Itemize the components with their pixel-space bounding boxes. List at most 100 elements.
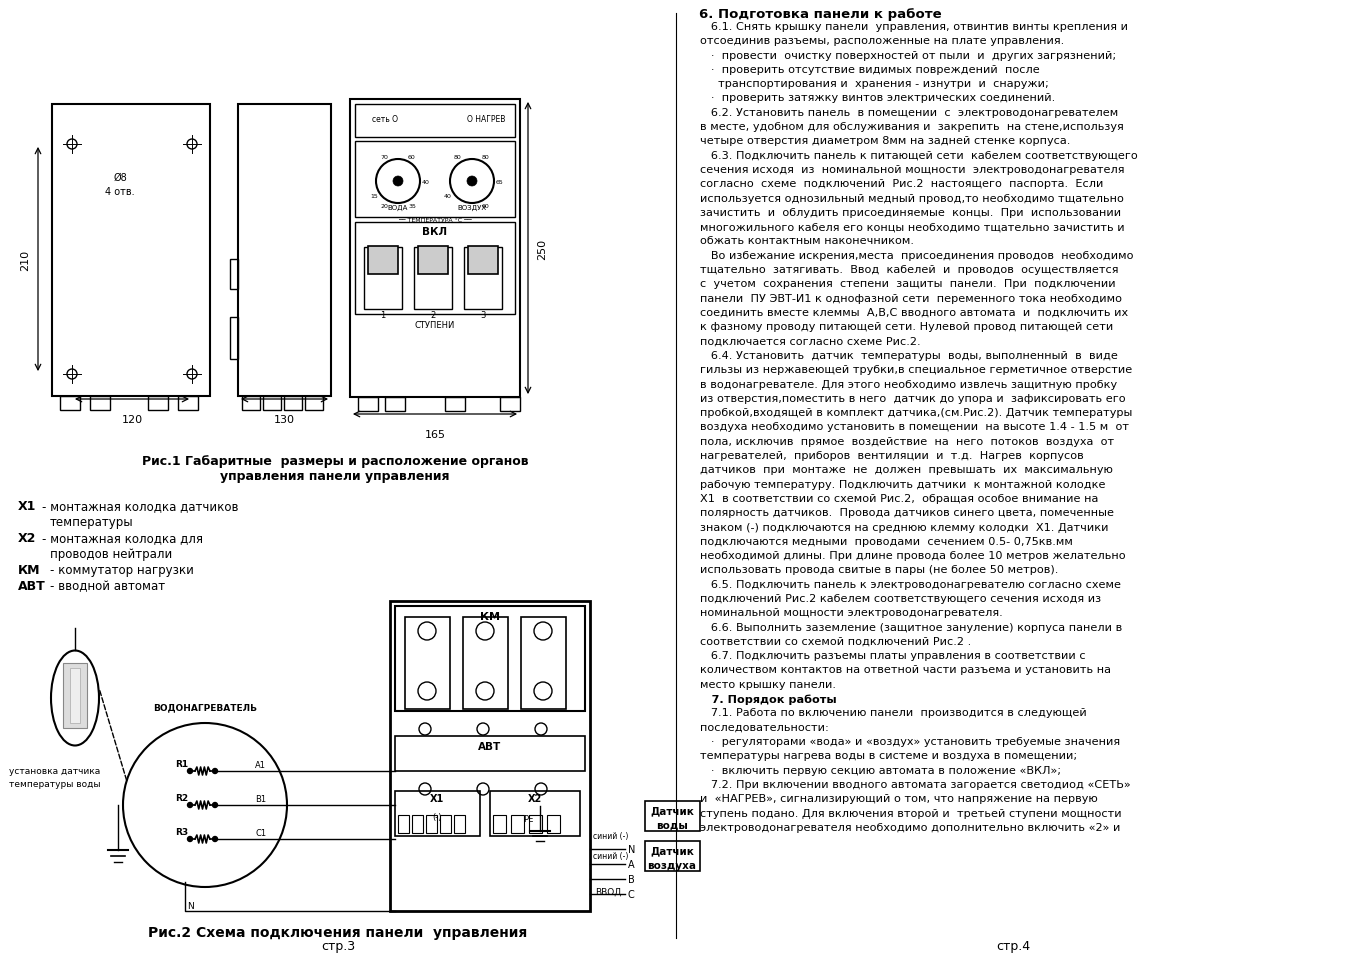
Text: 120: 120 (122, 415, 143, 424)
Bar (490, 791, 580, 836)
Text: 165: 165 (424, 430, 446, 439)
Text: к фазному проводу питающей сети. Нулевой провод питающей сети: к фазному проводу питающей сети. Нулевой… (700, 322, 1113, 332)
Text: Датчик: Датчик (650, 805, 694, 815)
Text: ·  провести  очистку поверхностей от пыли  и  других загрязнений;: · провести очистку поверхностей от пыли … (700, 51, 1116, 61)
Text: 60: 60 (482, 204, 490, 209)
Text: воды: воды (657, 821, 688, 830)
Text: 15: 15 (370, 193, 378, 198)
Text: АВТ: АВТ (478, 741, 501, 751)
Text: многожильного кабеля его концы необходимо тщательно зачистить и: многожильного кабеля его концы необходим… (700, 222, 1124, 232)
Text: номинальной мощности электроводонагревателя.: номинальной мощности электроводонагреват… (700, 608, 1002, 618)
Text: 40: 40 (422, 179, 430, 184)
Text: сеть O: сеть O (372, 115, 399, 125)
Bar (530, 815, 542, 833)
Text: 6.2. Установить панель  в помещении  с  электроводонагревателем: 6.2. Установить панель в помещении с эле… (700, 108, 1119, 117)
Text: X1: X1 (430, 793, 444, 803)
Text: стр.3: стр.3 (322, 939, 355, 952)
Text: 7.2. При включении вводного автомата загорается светодиод «СЕТЬ»: 7.2. При включении вводного автомата заг… (700, 780, 1131, 789)
Bar (394, 606, 585, 711)
Text: зачистить  и  облудить присоединяемые  концы.  При  использовании: зачистить и облудить присоединяемые конц… (700, 208, 1121, 217)
Circle shape (393, 177, 403, 187)
Text: - монтажная колодка датчиков: - монтажная колодка датчиков (42, 499, 239, 513)
Bar (367, 247, 399, 274)
Text: пола, исключив  прямое  воздействие  на  него  потоков  воздуха  от: пола, исключив прямое воздействие на нег… (700, 436, 1115, 446)
Bar (63, 663, 86, 728)
Text: ВОДОНАГРЕВАТЕЛЬ: ВОДОНАГРЕВАТЕЛЬ (153, 702, 257, 711)
Bar (467, 247, 499, 274)
Text: С: С (628, 889, 635, 899)
Bar (355, 223, 515, 314)
Bar (412, 815, 423, 833)
Text: синий (-): синий (-) (593, 851, 628, 861)
Text: ВОЗДУХ: ВОЗДУХ (458, 205, 486, 211)
Text: X2: X2 (18, 532, 36, 544)
Bar (230, 317, 238, 359)
Text: 2: 2 (431, 311, 435, 319)
Bar (413, 248, 453, 310)
Text: 3: 3 (481, 311, 486, 319)
Text: место крышку панели.: место крышку панели. (700, 679, 836, 689)
Text: отсоединив разъемы, расположенные на плате управления.: отсоединив разъемы, расположенные на пла… (700, 36, 1065, 47)
Text: 7.1. Работа по включению панели  производится в следующей: 7.1. Работа по включению панели производ… (700, 708, 1086, 718)
Bar (358, 397, 378, 412)
Bar (440, 815, 451, 833)
Text: 65: 65 (496, 179, 504, 184)
Text: КМ: КМ (480, 612, 500, 621)
Bar (70, 668, 80, 723)
Text: 250: 250 (536, 238, 547, 259)
Text: установка датчика: установка датчика (9, 766, 100, 775)
Text: и  «НАГРЕВ», сигнализирующий о том, что напряжение на первую: и «НАГРЕВ», сигнализирующий о том, что н… (700, 793, 1098, 803)
Text: 35: 35 (408, 204, 416, 209)
Text: 20: 20 (380, 204, 388, 209)
Text: нагревателей,  приборов  вентиляции  и  т.д.  Нагрев  корпусов: нагревателей, приборов вентиляции и т.д.… (700, 451, 1084, 460)
Text: знаком (-) подключаются на среднюю клемму колодки  Х1. Датчики: знаком (-) подключаются на среднюю клемм… (700, 522, 1109, 532)
Text: 7. Порядок работы: 7. Порядок работы (700, 694, 836, 704)
Text: с  учетом  сохранения  степени  защиты  панели.  При  подключении: с учетом сохранения степени защиты панел… (700, 279, 1116, 289)
Bar (238, 105, 331, 396)
Text: Х1  в соответствии со схемой Рис.2,  обращая особое внимание на: Х1 в соответствии со схемой Рис.2, обращ… (700, 494, 1098, 503)
Text: - вводной автомат: - вводной автомат (50, 579, 165, 593)
Bar (149, 396, 168, 411)
Text: температуры воды: температуры воды (9, 780, 101, 788)
Text: В1: В1 (255, 794, 266, 803)
Text: полярность датчиков.  Провода датчиков синего цвета, помеченные: полярность датчиков. Провода датчиков си… (700, 508, 1115, 517)
Text: R1: R1 (174, 760, 188, 768)
Text: 1: 1 (381, 311, 385, 319)
Text: 60: 60 (408, 155, 416, 160)
Text: ·  регуляторами «вода» и «воздух» установить требуемые значения: · регуляторами «вода» и «воздух» установ… (700, 737, 1120, 746)
Text: из отверстия,поместить в него  датчик до упора и  зафиксировать его: из отверстия,поместить в него датчик до … (700, 394, 1125, 403)
Text: КМ: КМ (18, 563, 41, 577)
Text: (-): (-) (432, 812, 442, 821)
Bar (547, 815, 561, 833)
Text: СТУПЕНИ: СТУПЕНИ (415, 320, 455, 330)
Text: последовательности:: последовательности: (700, 722, 830, 732)
Text: 6. Подготовка панели к работе: 6. Подготовка панели к работе (698, 8, 942, 21)
Text: подключается согласно схеме Рис.2.: подключается согласно схеме Рис.2. (700, 336, 920, 346)
Text: пробкой,входящей в комплект датчика,(см.Рис.2). Датчик температуры: пробкой,входящей в комплект датчика,(см.… (700, 408, 1132, 417)
Text: Датчик: Датчик (650, 845, 694, 855)
Text: ВВОД: ВВОД (594, 886, 621, 896)
Bar (394, 791, 480, 836)
Text: в водонагревателе. Для этого необходимо извлечь защитную пробку: в водонагревателе. Для этого необходимо … (700, 379, 1117, 389)
Bar (305, 396, 323, 411)
Text: проводов нейтрали: проводов нейтрали (50, 547, 172, 560)
Text: соответствии со схемой подключений Рис.2 .: соответствии со схемой подключений Рис.2… (700, 637, 971, 646)
Bar (350, 100, 520, 397)
Text: четыре отверстия диаметром 8мм на задней стенке корпуса.: четыре отверстия диаметром 8мм на задней… (700, 136, 1070, 146)
Text: Во избежание искрения,места  присоединения проводов  необходимо: Во избежание искрения,места присоединени… (700, 251, 1133, 260)
Text: 6.3. Подключить панель к питающей сети  кабелем соответствующего: 6.3. Подключить панель к питающей сети к… (700, 151, 1138, 160)
Text: гильзы из нержавеющей трубки,в специальное герметичное отверстие: гильзы из нержавеющей трубки,в специальн… (700, 365, 1132, 375)
Circle shape (212, 802, 218, 807)
Text: 70: 70 (380, 155, 388, 160)
Text: ── ТЕМПЕРАТУРА °С ──: ── ТЕМПЕРАТУРА °С ── (399, 218, 471, 223)
Text: температуры: температуры (50, 516, 134, 529)
Text: В: В (628, 874, 635, 884)
Text: - монтажная колодка для: - монтажная колодка для (42, 532, 203, 544)
Bar (454, 815, 465, 833)
Text: управления панели управления: управления панели управления (220, 470, 450, 482)
Text: 6.7. Подключить разъемы платы управления в соответствии с: 6.7. Подключить разъемы платы управления… (700, 651, 1086, 660)
Text: ·  проверить затяжку винтов электрических соединений.: · проверить затяжку винтов электрических… (700, 93, 1055, 103)
Bar (426, 815, 436, 833)
Circle shape (467, 177, 477, 187)
Bar (355, 142, 515, 218)
